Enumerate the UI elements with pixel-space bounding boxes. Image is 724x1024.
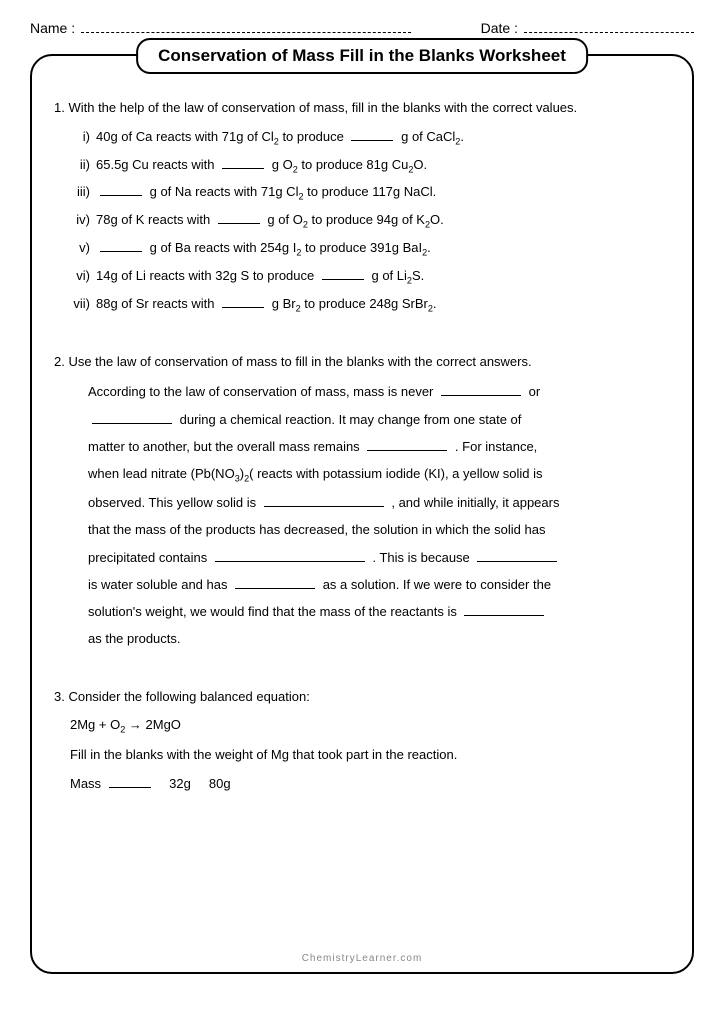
- worksheet-title: Conservation of Mass Fill in the Blanks …: [136, 38, 588, 74]
- date-label: Date :: [481, 20, 518, 36]
- q3-prompt: 3. Consider the following balanced equat…: [54, 685, 670, 710]
- header-row: Name : Date :: [30, 20, 694, 36]
- question-2: 2. Use the law of conservation of mass t…: [54, 350, 670, 653]
- q1-item: i) 40g of Ca reacts with 71g of Cl2 to p…: [62, 125, 670, 151]
- item-text: 14g of Li reacts with 32g S to produce g…: [96, 264, 424, 290]
- fill-blank[interactable]: [477, 561, 557, 562]
- fill-blank[interactable]: [218, 223, 260, 224]
- item-num: i): [62, 125, 90, 151]
- footer-credit: ChemistryLearner.com: [32, 953, 692, 964]
- item-num: iv): [62, 208, 90, 234]
- item-num: v): [62, 236, 90, 262]
- q1-item: v) g of Ba reacts with 254g I2 to produc…: [62, 236, 670, 262]
- fill-blank[interactable]: [367, 450, 447, 451]
- q1-item: ii) 65.5g Cu reacts with g O2 to produce…: [62, 153, 670, 179]
- fill-blank[interactable]: [92, 423, 172, 424]
- worksheet-box: Conservation of Mass Fill in the Blanks …: [30, 54, 694, 974]
- item-num: ii): [62, 153, 90, 179]
- q1-item: iv) 78g of K reacts with g of O2 to prod…: [62, 208, 670, 234]
- mass-label: Mass: [70, 776, 101, 791]
- date-input-line[interactable]: [524, 32, 694, 33]
- question-3: 3. Consider the following balanced equat…: [54, 685, 670, 797]
- name-field: Name :: [30, 20, 411, 36]
- name-input-line[interactable]: [81, 32, 411, 33]
- q1-item: iii) g of Na reacts with 71g Cl2 to prod…: [62, 180, 670, 206]
- item-num: iii): [62, 180, 90, 206]
- item-text: 40g of Ca reacts with 71g of Cl2 to prod…: [96, 125, 464, 151]
- question-1: 1. With the help of the law of conservat…: [54, 96, 670, 318]
- item-text: 65.5g Cu reacts with g O2 to produce 81g…: [96, 153, 427, 179]
- q3-mass-row: Mass 32g 80g: [54, 772, 670, 797]
- item-text: g of Na reacts with 71g Cl2 to produce 1…: [96, 180, 436, 206]
- q1-items: i) 40g of Ca reacts with 71g of Cl2 to p…: [54, 125, 670, 318]
- fill-blank[interactable]: [109, 787, 151, 788]
- fill-blank[interactable]: [100, 195, 142, 196]
- fill-blank[interactable]: [222, 307, 264, 308]
- fill-blank[interactable]: [351, 140, 393, 141]
- item-text: 78g of K reacts with g of O2 to produce …: [96, 208, 444, 234]
- fill-blank[interactable]: [264, 506, 384, 507]
- fill-blank[interactable]: [322, 279, 364, 280]
- q3-equation: 2Mg + O2 → 2MgO: [54, 713, 670, 739]
- fill-blank[interactable]: [441, 395, 521, 396]
- item-text: g of Ba reacts with 254g I2 to produce 3…: [96, 236, 431, 262]
- fill-blank[interactable]: [235, 588, 315, 589]
- q2-prompt: 2. Use the law of conservation of mass t…: [54, 350, 670, 375]
- q1-prompt: 1. With the help of the law of conservat…: [54, 96, 670, 121]
- fill-blank[interactable]: [222, 168, 264, 169]
- q2-paragraph: According to the law of conservation of …: [54, 378, 670, 652]
- item-num: vii): [62, 292, 90, 318]
- q1-item: vi) 14g of Li reacts with 32g S to produ…: [62, 264, 670, 290]
- item-num: vi): [62, 264, 90, 290]
- q3-fill-text: Fill in the blanks with the weight of Mg…: [54, 743, 670, 768]
- fill-blank[interactable]: [464, 615, 544, 616]
- q1-item: vii) 88g of Sr reacts with g Br2 to prod…: [62, 292, 670, 318]
- fill-blank[interactable]: [215, 561, 365, 562]
- mass-val: 80g: [209, 776, 231, 791]
- name-label: Name :: [30, 20, 75, 36]
- date-field: Date :: [481, 20, 694, 36]
- fill-blank[interactable]: [100, 251, 142, 252]
- item-text: 88g of Sr reacts with g Br2 to produce 2…: [96, 292, 437, 318]
- mass-val: 32g: [169, 776, 191, 791]
